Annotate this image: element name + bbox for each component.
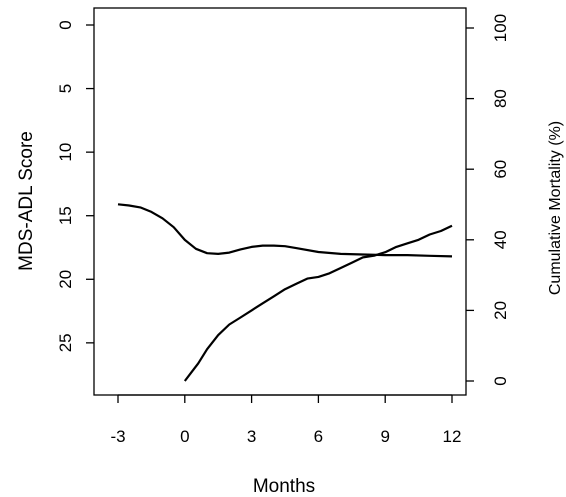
x-axis-title: Months bbox=[253, 476, 315, 497]
y-right-axis: 0 20 40 60 80 100 bbox=[466, 14, 510, 386]
x-tick-label: 6 bbox=[314, 427, 323, 446]
x-tick-label: 12 bbox=[443, 427, 462, 446]
y-left-axis: 0 5 10 15 20 25 bbox=[56, 20, 94, 352]
y-left-axis-title: MDS-ADL Score bbox=[16, 131, 37, 271]
y-right-tick-label: 80 bbox=[491, 89, 510, 108]
y-left-tick-label: 10 bbox=[56, 143, 75, 162]
x-tick-label: -3 bbox=[110, 427, 125, 446]
y-left-tick-label: 20 bbox=[56, 270, 75, 289]
mortality-line bbox=[183, 224, 453, 382]
plot-frame bbox=[93, 7, 467, 396]
y-right-tick-label: 100 bbox=[491, 14, 510, 42]
x-tick-label: 9 bbox=[380, 427, 389, 446]
x-tick-label: 0 bbox=[180, 427, 189, 446]
y-right-axis-title: Cumulative Mortality (%) bbox=[547, 121, 564, 295]
x-axis: -3 0 3 6 9 12 bbox=[110, 394, 462, 446]
y-right-tick-label: 60 bbox=[491, 160, 510, 179]
y-left-tick-label: 25 bbox=[56, 333, 75, 352]
y-left-tick-label: 15 bbox=[56, 206, 75, 225]
y-left-tick-label: 5 bbox=[56, 84, 75, 93]
y-right-tick-label: 40 bbox=[491, 230, 510, 249]
y-left-tick-label: 0 bbox=[56, 20, 75, 29]
y-right-tick-label: 20 bbox=[491, 301, 510, 320]
series-layer bbox=[117, 203, 453, 382]
adl-score-line bbox=[117, 203, 453, 258]
x-tick-label: 3 bbox=[247, 427, 256, 446]
y-right-tick-label: 0 bbox=[491, 376, 510, 385]
